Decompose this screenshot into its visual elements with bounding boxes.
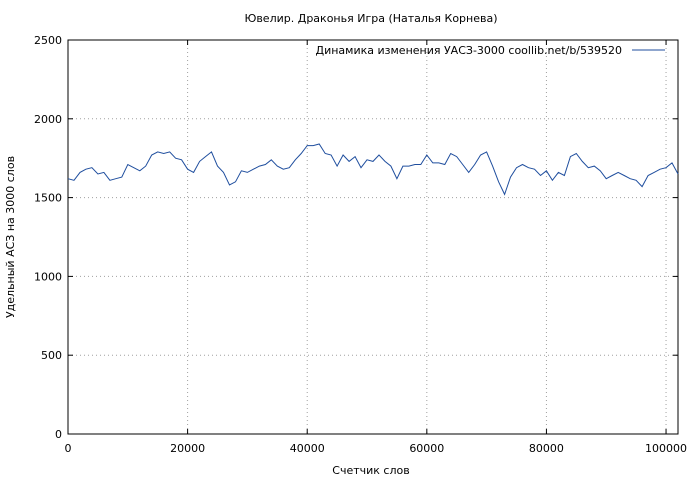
x-tick-label: 20000 [170, 442, 205, 455]
x-tick-label: 80000 [529, 442, 564, 455]
legend: Динамика изменения УАСЗ-3000 coollib.net… [316, 44, 665, 57]
y-tick-label: 2500 [34, 34, 62, 47]
y-tick-label: 1000 [34, 270, 62, 283]
x-tick-label: 0 [65, 442, 72, 455]
y-tick-label: 0 [55, 428, 62, 441]
y-tick-label: 2000 [34, 113, 62, 126]
series-line [67, 143, 679, 196]
x-tick-label: 40000 [290, 442, 325, 455]
x-tick-label: 60000 [409, 442, 444, 455]
y-tick-label: 500 [41, 349, 62, 362]
legend-label: Динамика изменения УАСЗ-3000 coollib.net… [316, 44, 623, 57]
series-layer [67, 143, 679, 196]
x-axis-label: Счетчик слов [332, 464, 409, 477]
chart-title: Ювелир. Драконья Игра (Наталья Корнева) [244, 12, 497, 25]
y-axis-label: Удельный АСЗ на 3000 слов [4, 156, 17, 318]
grid [68, 40, 678, 434]
axis-ticks: 0 500 1000 1500 2000 2500 0 20000 40000 60000 8000… [34, 34, 687, 455]
y-tick-label: 1500 [34, 192, 62, 205]
plot-frame [67, 39, 679, 435]
x-tick-label: 100000 [645, 442, 687, 455]
